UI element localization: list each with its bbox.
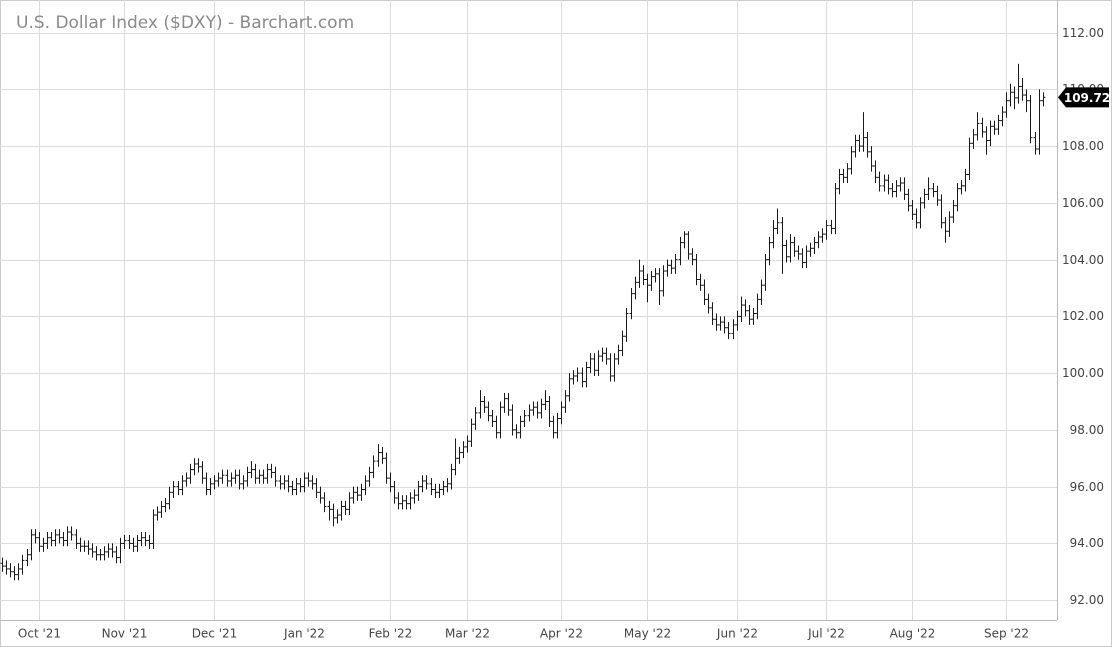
x-tick-label: Oct '21 [18, 627, 61, 641]
x-tick-label: Dec '21 [192, 627, 238, 641]
y-tick-label: 92.00 [1070, 593, 1104, 607]
y-tick-label: 96.00 [1070, 480, 1104, 494]
y-tick-label: 108.00 [1062, 139, 1104, 153]
y-tick-label: 102.00 [1062, 309, 1104, 323]
x-tick-label: Sep '22 [984, 627, 1029, 641]
y-tick-label: 104.00 [1062, 253, 1104, 267]
x-tick-label: Nov '21 [102, 627, 148, 641]
y-tick-label: 98.00 [1070, 423, 1104, 437]
x-tick-label: Apr '22 [540, 627, 583, 641]
last-price-label: 109.72 [1064, 91, 1110, 105]
x-tick-label: Mar '22 [445, 627, 490, 641]
labels: 92.00 94.00 96.00 98.00 100.00 102.00 104.00 10… [18, 26, 1110, 641]
x-tick-label: Jul '22 [807, 627, 845, 641]
y-tick-label: 112.00 [1062, 26, 1104, 40]
x-tick-label: May '22 [624, 627, 671, 641]
x-tick-label: Aug '22 [890, 627, 936, 641]
grid [0, 0, 1058, 621]
y-tick-label: 106.00 [1062, 196, 1104, 210]
chart-title: U.S. Dollar Index ($DXY) - Barchart.com [16, 13, 354, 33]
x-tick-label: Jan '22 [283, 627, 325, 641]
y-tick-label: 94.00 [1070, 536, 1104, 550]
x-tick-label: Jun '22 [716, 627, 758, 641]
y-tick-label: 100.00 [1062, 366, 1104, 380]
last-price-tag [1058, 87, 1109, 108]
x-tick-label: Feb '22 [369, 627, 413, 641]
bars [0, 63, 1046, 581]
